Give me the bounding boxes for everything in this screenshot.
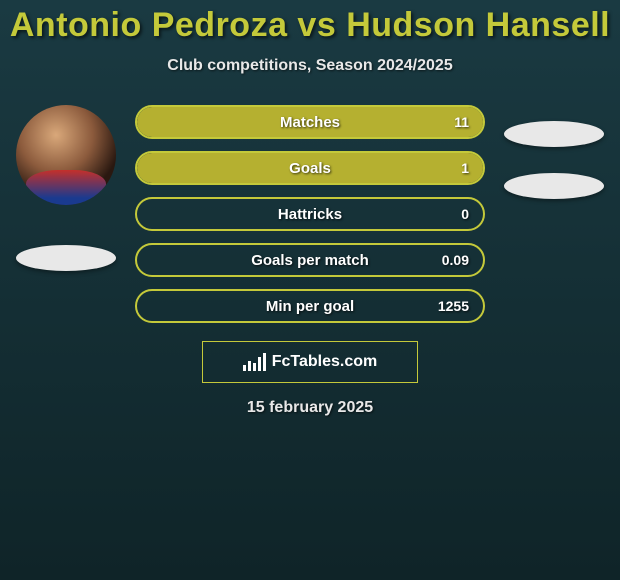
subtitle: Club competitions, Season 2024/2025 bbox=[0, 57, 620, 75]
stat-row-hattricks: Hattricks 0 bbox=[135, 197, 485, 231]
stat-label: Matches bbox=[137, 114, 483, 131]
stat-row-goals: Goals 1 bbox=[135, 151, 485, 185]
stat-label: Goals bbox=[137, 160, 483, 177]
player-left-column bbox=[11, 105, 121, 271]
stat-row-min-per-goal: Min per goal 1255 bbox=[135, 289, 485, 323]
player-right-column bbox=[499, 105, 609, 199]
stat-row-matches: Matches 11 bbox=[135, 105, 485, 139]
stat-value: 11 bbox=[454, 114, 469, 130]
watermark-text: FcTables.com bbox=[272, 353, 378, 371]
stat-value: 1255 bbox=[438, 298, 469, 314]
comparison-area: Matches 11 Goals 1 Hattricks 0 Goals per… bbox=[0, 105, 620, 323]
stats-column: Matches 11 Goals 1 Hattricks 0 Goals per… bbox=[135, 105, 485, 323]
stat-value: 1 bbox=[461, 160, 469, 176]
player-right-pedestal-2 bbox=[504, 173, 604, 199]
page-title: Antonio Pedroza vs Hudson Hansell bbox=[0, 0, 620, 45]
stat-label: Min per goal bbox=[137, 298, 483, 315]
stat-label: Goals per match bbox=[137, 252, 483, 269]
watermark: FcTables.com bbox=[202, 341, 418, 383]
bar-chart-icon bbox=[243, 353, 266, 371]
stat-value: 0 bbox=[461, 206, 469, 222]
date: 15 february 2025 bbox=[0, 399, 620, 417]
player-left-pedestal bbox=[16, 245, 116, 271]
stat-label: Hattricks bbox=[137, 206, 483, 223]
player-left-avatar bbox=[16, 105, 116, 205]
stat-row-goals-per-match: Goals per match 0.09 bbox=[135, 243, 485, 277]
stat-value: 0.09 bbox=[442, 252, 469, 268]
player-right-pedestal-1 bbox=[504, 121, 604, 147]
